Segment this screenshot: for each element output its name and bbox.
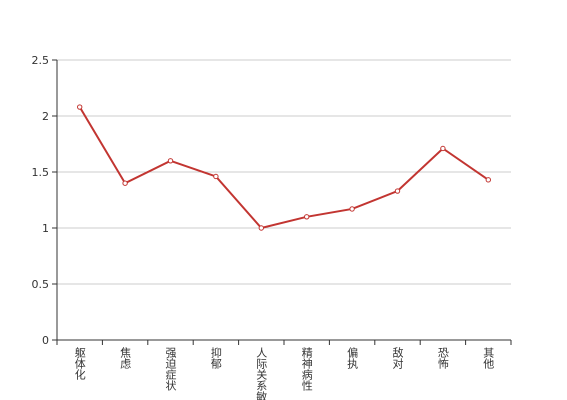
point [213,173,219,180]
x-tick-label: 人际关系敏感 [255,347,268,400]
y-tick-label: 2 [42,110,49,123]
x-tick-label: 躯体化 [73,347,86,381]
point [258,225,264,231]
x-tick-label: 焦虑 [119,347,132,369]
x-tick-label: 敌对 [391,346,404,369]
point [122,180,128,186]
y-tick-label: 2.5 [32,54,50,67]
point [304,214,310,220]
y-tick-label: 1.5 [32,166,50,179]
point [485,177,491,183]
line [78,106,489,230]
x-tick-label: 恐怖 [436,347,449,369]
point [77,104,83,110]
x-tick-label: 其他 [482,347,495,369]
point [349,206,355,212]
x-tick-label: 精神病性 [300,347,313,392]
y-tick-label: 0 [42,334,49,347]
point [167,158,174,164]
x-tick-label: 抑郁 [209,346,222,369]
x-tick-label: 偏执 [346,346,359,370]
y-tick-label: 1 [42,222,49,235]
x-tick-label: 强迫症状 [164,347,177,391]
point [440,145,446,152]
point [394,188,401,194]
y-tick-label: 0.5 [32,278,50,291]
